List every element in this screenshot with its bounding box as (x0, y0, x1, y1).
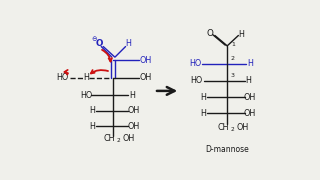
Text: ⊖: ⊖ (91, 36, 97, 42)
Text: OH: OH (128, 107, 140, 116)
Text: OH: OH (128, 122, 140, 131)
Text: O: O (96, 39, 103, 48)
Text: H: H (83, 73, 89, 82)
Text: H: H (246, 76, 252, 85)
Text: OH: OH (244, 93, 256, 102)
Text: H: H (239, 30, 244, 39)
Text: 3: 3 (231, 73, 235, 78)
Text: OH: OH (123, 134, 135, 143)
Text: OH: OH (139, 56, 152, 65)
Text: HO: HO (191, 76, 203, 85)
Text: OH: OH (139, 73, 152, 82)
Text: 1: 1 (231, 42, 236, 47)
Text: D-mannose: D-mannose (205, 145, 249, 154)
Text: HO: HO (80, 91, 92, 100)
Text: H: H (130, 91, 135, 100)
Text: H: H (200, 93, 206, 102)
Text: 2: 2 (116, 138, 120, 143)
Text: H: H (200, 109, 206, 118)
Text: H: H (247, 59, 253, 68)
Text: H: H (125, 39, 131, 48)
Text: OH: OH (244, 109, 256, 118)
Text: O: O (207, 29, 214, 38)
Text: OH: OH (237, 123, 249, 132)
Text: 2: 2 (230, 127, 234, 132)
Text: HO: HO (56, 73, 68, 82)
Text: CH: CH (218, 123, 229, 132)
Text: H: H (89, 122, 95, 131)
Text: 2: 2 (231, 56, 235, 61)
Text: H: H (89, 107, 95, 116)
Text: CH: CH (104, 134, 115, 143)
Text: HO: HO (189, 59, 202, 68)
